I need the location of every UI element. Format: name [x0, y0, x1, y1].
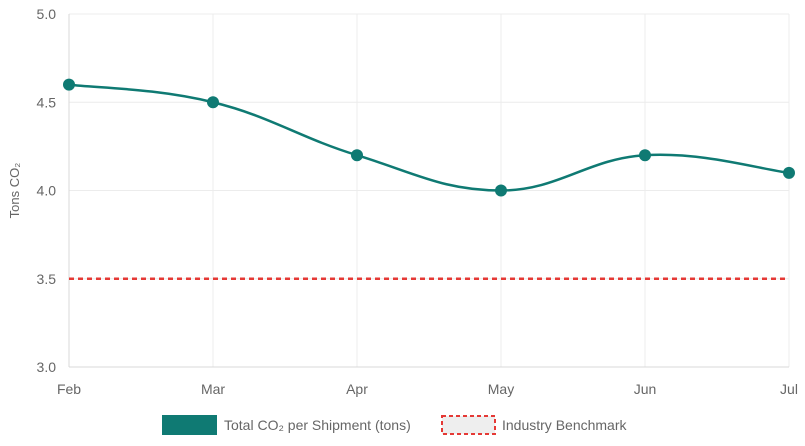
y-tick-label: 5.0 — [37, 6, 57, 22]
legend-label-benchmark: Industry Benchmark — [502, 417, 627, 433]
y-tick-labels: 3.0 3.5 4.0 4.5 5.0 — [37, 6, 57, 375]
x-tick-label: Apr — [346, 381, 368, 397]
legend-swatch-series — [162, 415, 217, 435]
data-point[interactable] — [63, 78, 75, 91]
y-tick-label: 4.0 — [37, 183, 57, 199]
y-tick-label: 3.0 — [37, 359, 57, 375]
legend-label-series: Total CO₂ per Shipment (tons) — [224, 417, 411, 433]
legend-swatch-benchmark — [441, 415, 496, 435]
series — [63, 78, 795, 280]
data-point[interactable] — [639, 149, 651, 162]
x-tick-label: Feb — [57, 381, 81, 397]
data-point[interactable] — [207, 96, 219, 109]
data-point[interactable] — [351, 149, 363, 162]
data-point[interactable] — [783, 166, 795, 179]
legend: Total CO₂ per Shipment (tons) Industry Be… — [162, 415, 627, 435]
y-tick-label: 4.5 — [37, 94, 57, 110]
data-point[interactable] — [495, 184, 507, 197]
x-tick-label: Jun — [634, 381, 657, 397]
series-line — [68, 83, 790, 192]
x-tick-labels: Feb Mar Apr May Jun Jul — [57, 381, 798, 397]
axes — [68, 14, 789, 368]
y-tick-label: 3.5 — [37, 271, 57, 287]
x-tick-label: Mar — [201, 381, 225, 397]
y-axis-title: Tons CO₂ — [7, 163, 22, 219]
grid — [68, 13, 790, 368]
x-tick-label: Jul — [780, 381, 798, 397]
x-tick-label: May — [488, 381, 514, 397]
